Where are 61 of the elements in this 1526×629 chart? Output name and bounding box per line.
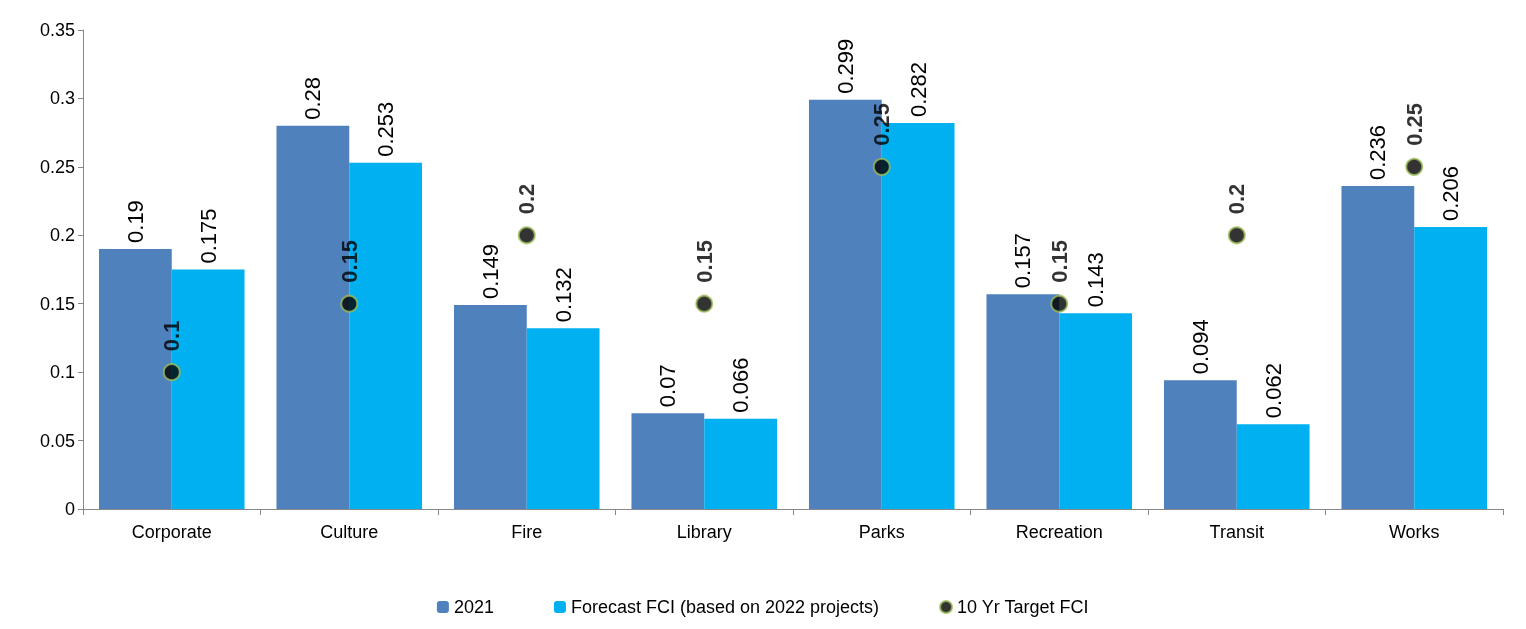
data-label: 0.253 xyxy=(373,101,399,157)
x-tick-label: Transit xyxy=(1209,522,1264,542)
y-tick-label: 0.3 xyxy=(49,88,75,109)
data-label: 0.15 xyxy=(336,239,362,283)
point xyxy=(517,226,536,245)
data-label: 0.2 xyxy=(514,183,540,215)
data-label: 0.062 xyxy=(1260,363,1286,419)
x-tick-label: Corporate xyxy=(131,522,212,542)
data-label: 0.282 xyxy=(905,62,931,118)
data-label: 0.25 xyxy=(869,103,895,146)
data-label: 0.15 xyxy=(1046,239,1072,283)
data-label: 0.149 xyxy=(477,244,503,300)
point xyxy=(1227,226,1246,245)
data-label: 0.25 xyxy=(1401,103,1427,146)
data-label: 0.206 xyxy=(1438,166,1464,222)
data-label: 0.07 xyxy=(655,364,681,408)
x-tick-label: Culture xyxy=(320,522,379,542)
y-tick-label: 0.05 xyxy=(39,430,75,451)
y-tick-label: 0 xyxy=(64,499,75,519)
legend-label: 10 Yr Target FCI xyxy=(957,597,1089,617)
legend-label: 2021 xyxy=(453,597,494,617)
x-tick-label: Fire xyxy=(511,522,543,542)
bar xyxy=(453,305,527,509)
bar xyxy=(1341,186,1415,509)
data-label: 0.19 xyxy=(122,200,148,243)
legend-label: Forecast FCI (based on 2022 projects) xyxy=(570,597,880,617)
point xyxy=(872,157,891,176)
data-label: 0.1 xyxy=(159,320,185,352)
bar xyxy=(526,328,600,509)
point xyxy=(1050,294,1069,313)
x-tick-label: Works xyxy=(1388,522,1440,542)
data-label: 0.094 xyxy=(1187,319,1213,375)
bar xyxy=(1059,313,1133,509)
data-label: 0.2 xyxy=(1224,183,1250,215)
bar xyxy=(704,418,778,509)
point xyxy=(162,363,181,382)
bar xyxy=(1163,380,1237,509)
data-label: 0.236 xyxy=(1365,124,1391,181)
bar xyxy=(1414,227,1488,509)
y-tick-label: 0.25 xyxy=(39,156,75,177)
y-tick-label: 0.2 xyxy=(49,225,75,246)
point xyxy=(695,294,714,313)
y-tick-label: 0.35 xyxy=(39,20,75,40)
y-tick-label: 0.1 xyxy=(49,362,75,383)
bar xyxy=(631,413,705,509)
data-label: 0.175 xyxy=(195,208,221,264)
x-tick-label: Recreation xyxy=(1015,522,1103,542)
x-tick-label: Parks xyxy=(858,522,905,542)
x-tick-label: Library xyxy=(676,522,732,542)
data-label: 0.299 xyxy=(832,38,858,94)
data-label: 0.15 xyxy=(691,239,717,283)
point xyxy=(340,294,359,313)
data-label: 0.28 xyxy=(300,76,326,120)
y-tick-label: 0.15 xyxy=(39,293,75,314)
data-label: 0.066 xyxy=(728,357,754,413)
point xyxy=(1405,157,1424,176)
data-label: 0.157 xyxy=(1010,233,1036,289)
data-label: 0.132 xyxy=(550,267,576,323)
bar xyxy=(986,294,1060,509)
data-label: 0.143 xyxy=(1083,252,1109,308)
bar xyxy=(1236,424,1310,509)
